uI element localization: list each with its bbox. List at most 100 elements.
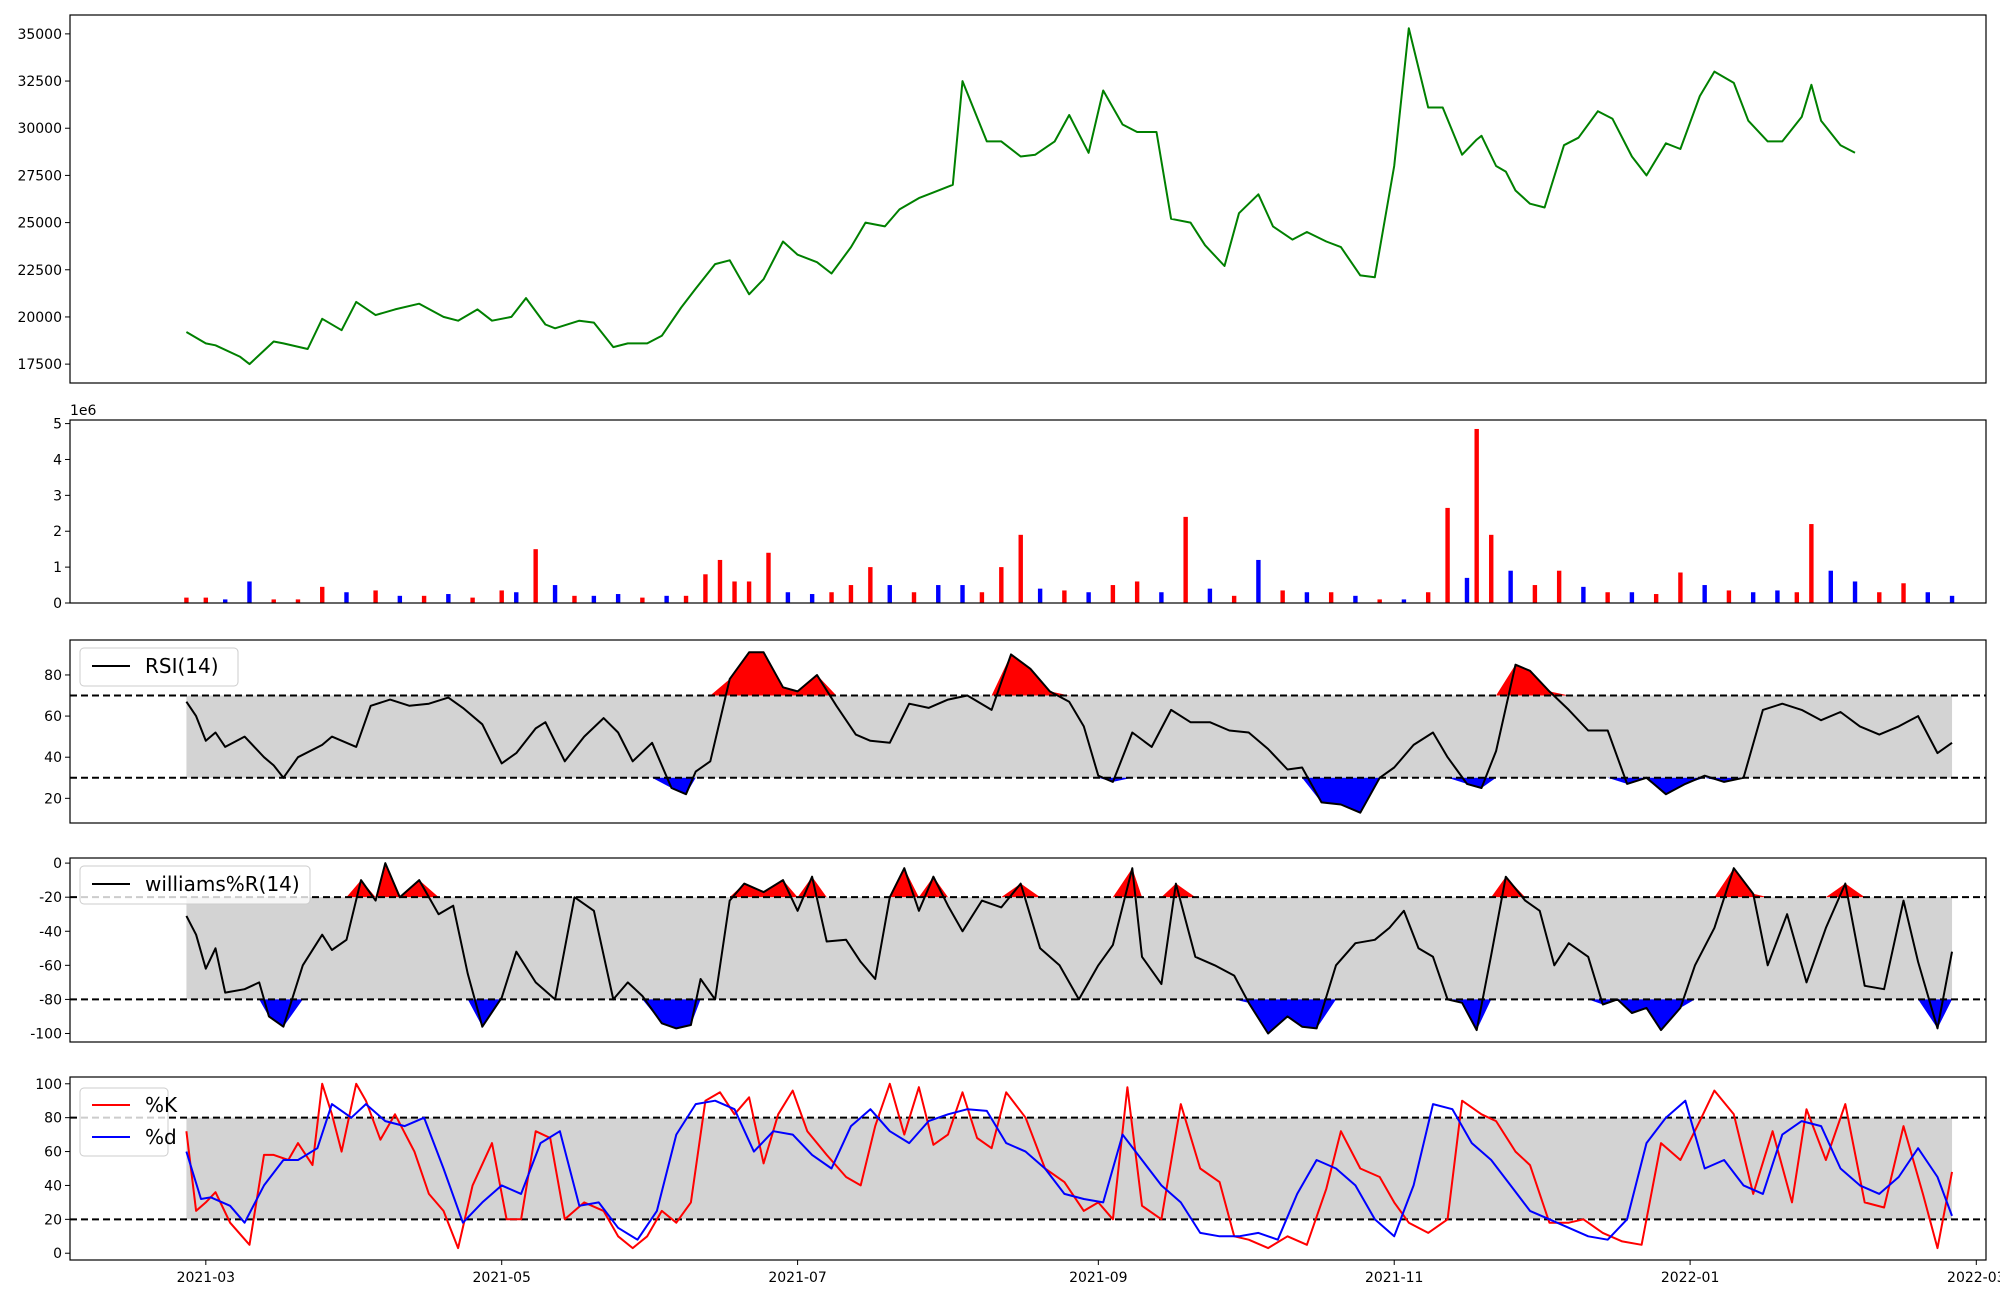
rsi-legend: RSI(14) [79,647,239,687]
x-tick-label: 2022-01 [1661,1270,1720,1286]
williams-legend: williams%R(14) [79,865,311,905]
y-tick-label: 5 [53,417,62,433]
volume-bar [1280,590,1285,603]
volume-bar [1445,507,1450,603]
volume-bar [1901,583,1906,603]
y-tick-label: 4 [53,452,62,468]
volume-bar [1828,570,1833,603]
y-tick-label: 1 [53,560,62,576]
volume-bar [887,585,892,603]
y-tick-label: 32500 [17,74,62,90]
volume-bar [499,590,504,603]
volume-bar [1653,594,1659,603]
volume-bar [1401,599,1407,603]
rsi-panel: 20 40 60 80 [44,639,1987,824]
volume-offset-text: 1e6 [70,403,97,419]
volume-bar [184,597,189,603]
volume-bar [1775,590,1780,603]
volume-bar [1110,585,1116,603]
price-line [185,27,1856,366]
volume-bar [1183,516,1188,603]
volume-bar [1809,524,1814,603]
volume-bar [936,585,941,603]
volume-bar [1256,559,1261,603]
volume-bar [848,585,854,603]
williams-legend-label: williams%R(14) [145,872,300,896]
x-tick-label: 2021-11 [1365,1270,1424,1286]
volume-bar [1474,428,1479,603]
volume-bar [552,585,558,603]
volume-bar [1464,577,1470,603]
price-panel: 17500 20000 22500 25000 27500 30000 32500 35000 [17,14,1987,384]
volume-bar [1018,534,1023,603]
band-fill [186,1117,1953,1220]
volume-bar [911,592,917,603]
y-tick-label: 100 [35,1077,62,1093]
volume-bar [397,595,403,603]
volume-bar [1678,572,1683,603]
y-tick-label: 27500 [17,168,62,184]
y-tick-label: 60 [44,1145,62,1161]
volume-bar [785,592,791,603]
volume-bar [1231,595,1237,603]
legends: RSI(14) williams%R(14) %K %d [79,647,311,1157]
series-line [185,1099,1953,1241]
volume-bar [421,595,427,603]
volume-bar [1629,592,1635,603]
volume-bar [1605,592,1610,603]
volume-bar [809,594,815,603]
k-legend-label: %K [145,1093,178,1117]
volume-bar [1353,595,1358,603]
volume-bar [1489,534,1494,603]
y-tick-label: 0 [53,1246,62,1262]
stochastic-legend: %K %d [79,1087,178,1157]
y-tick-label: 80 [44,668,62,684]
volume-bar [717,559,723,603]
volume-bar [960,585,965,603]
volume-bar [829,592,834,603]
volume-bar [732,581,737,603]
y-tick-label: 17500 [17,357,62,373]
volume-bar [1207,588,1213,603]
axes-frame [69,639,1987,824]
stochastic-panel: 0 20 40 60 80 100 [35,1076,1987,1262]
volume-panel: 1e6 0 1 2 3 4 5 [53,403,1987,612]
y-tick-label: 3 [53,488,62,504]
volume-bar [591,595,597,603]
volume-bar [514,592,519,603]
volume-bar [1794,592,1800,603]
volume-bar [470,597,475,603]
axes-frame [69,1076,1987,1261]
y-tick-label: 20 [44,1212,62,1228]
volume-bar [271,599,276,603]
volume-bar [203,597,209,603]
x-tick-label: 2021-03 [177,1270,236,1286]
y-tick-label: 0 [53,596,62,612]
overbought-fill [186,652,1953,696]
y-tick-label: 80 [44,1111,62,1127]
x-tick-label: 2021-07 [768,1270,827,1286]
d-legend-label: %d [145,1125,177,1149]
y-tick-label: 22500 [17,263,62,279]
volume-bar [373,590,378,603]
volume-bar [344,592,349,603]
volume-bar [247,581,252,603]
volume-bar [1508,570,1513,603]
y-tick-label: 20 [44,791,62,807]
axes-frame [69,14,1987,384]
x-tick-label: 2022-03 [1947,1270,2000,1286]
volume-bar [1877,592,1882,603]
volume-bar [1702,585,1707,603]
volume-bar [1328,592,1334,603]
volume-bar [746,581,752,603]
volume-bar [533,549,538,603]
volume-bar [1925,592,1930,603]
y-tick-label: -80 [39,992,62,1008]
volume-bar [572,595,577,603]
volume-bar [223,599,228,603]
volume-bar [320,586,325,603]
williams-panel: -100 -80 -60 -40 -20 0 [30,856,1987,1043]
volume-bar [683,595,689,603]
volume-bar [1425,592,1431,603]
